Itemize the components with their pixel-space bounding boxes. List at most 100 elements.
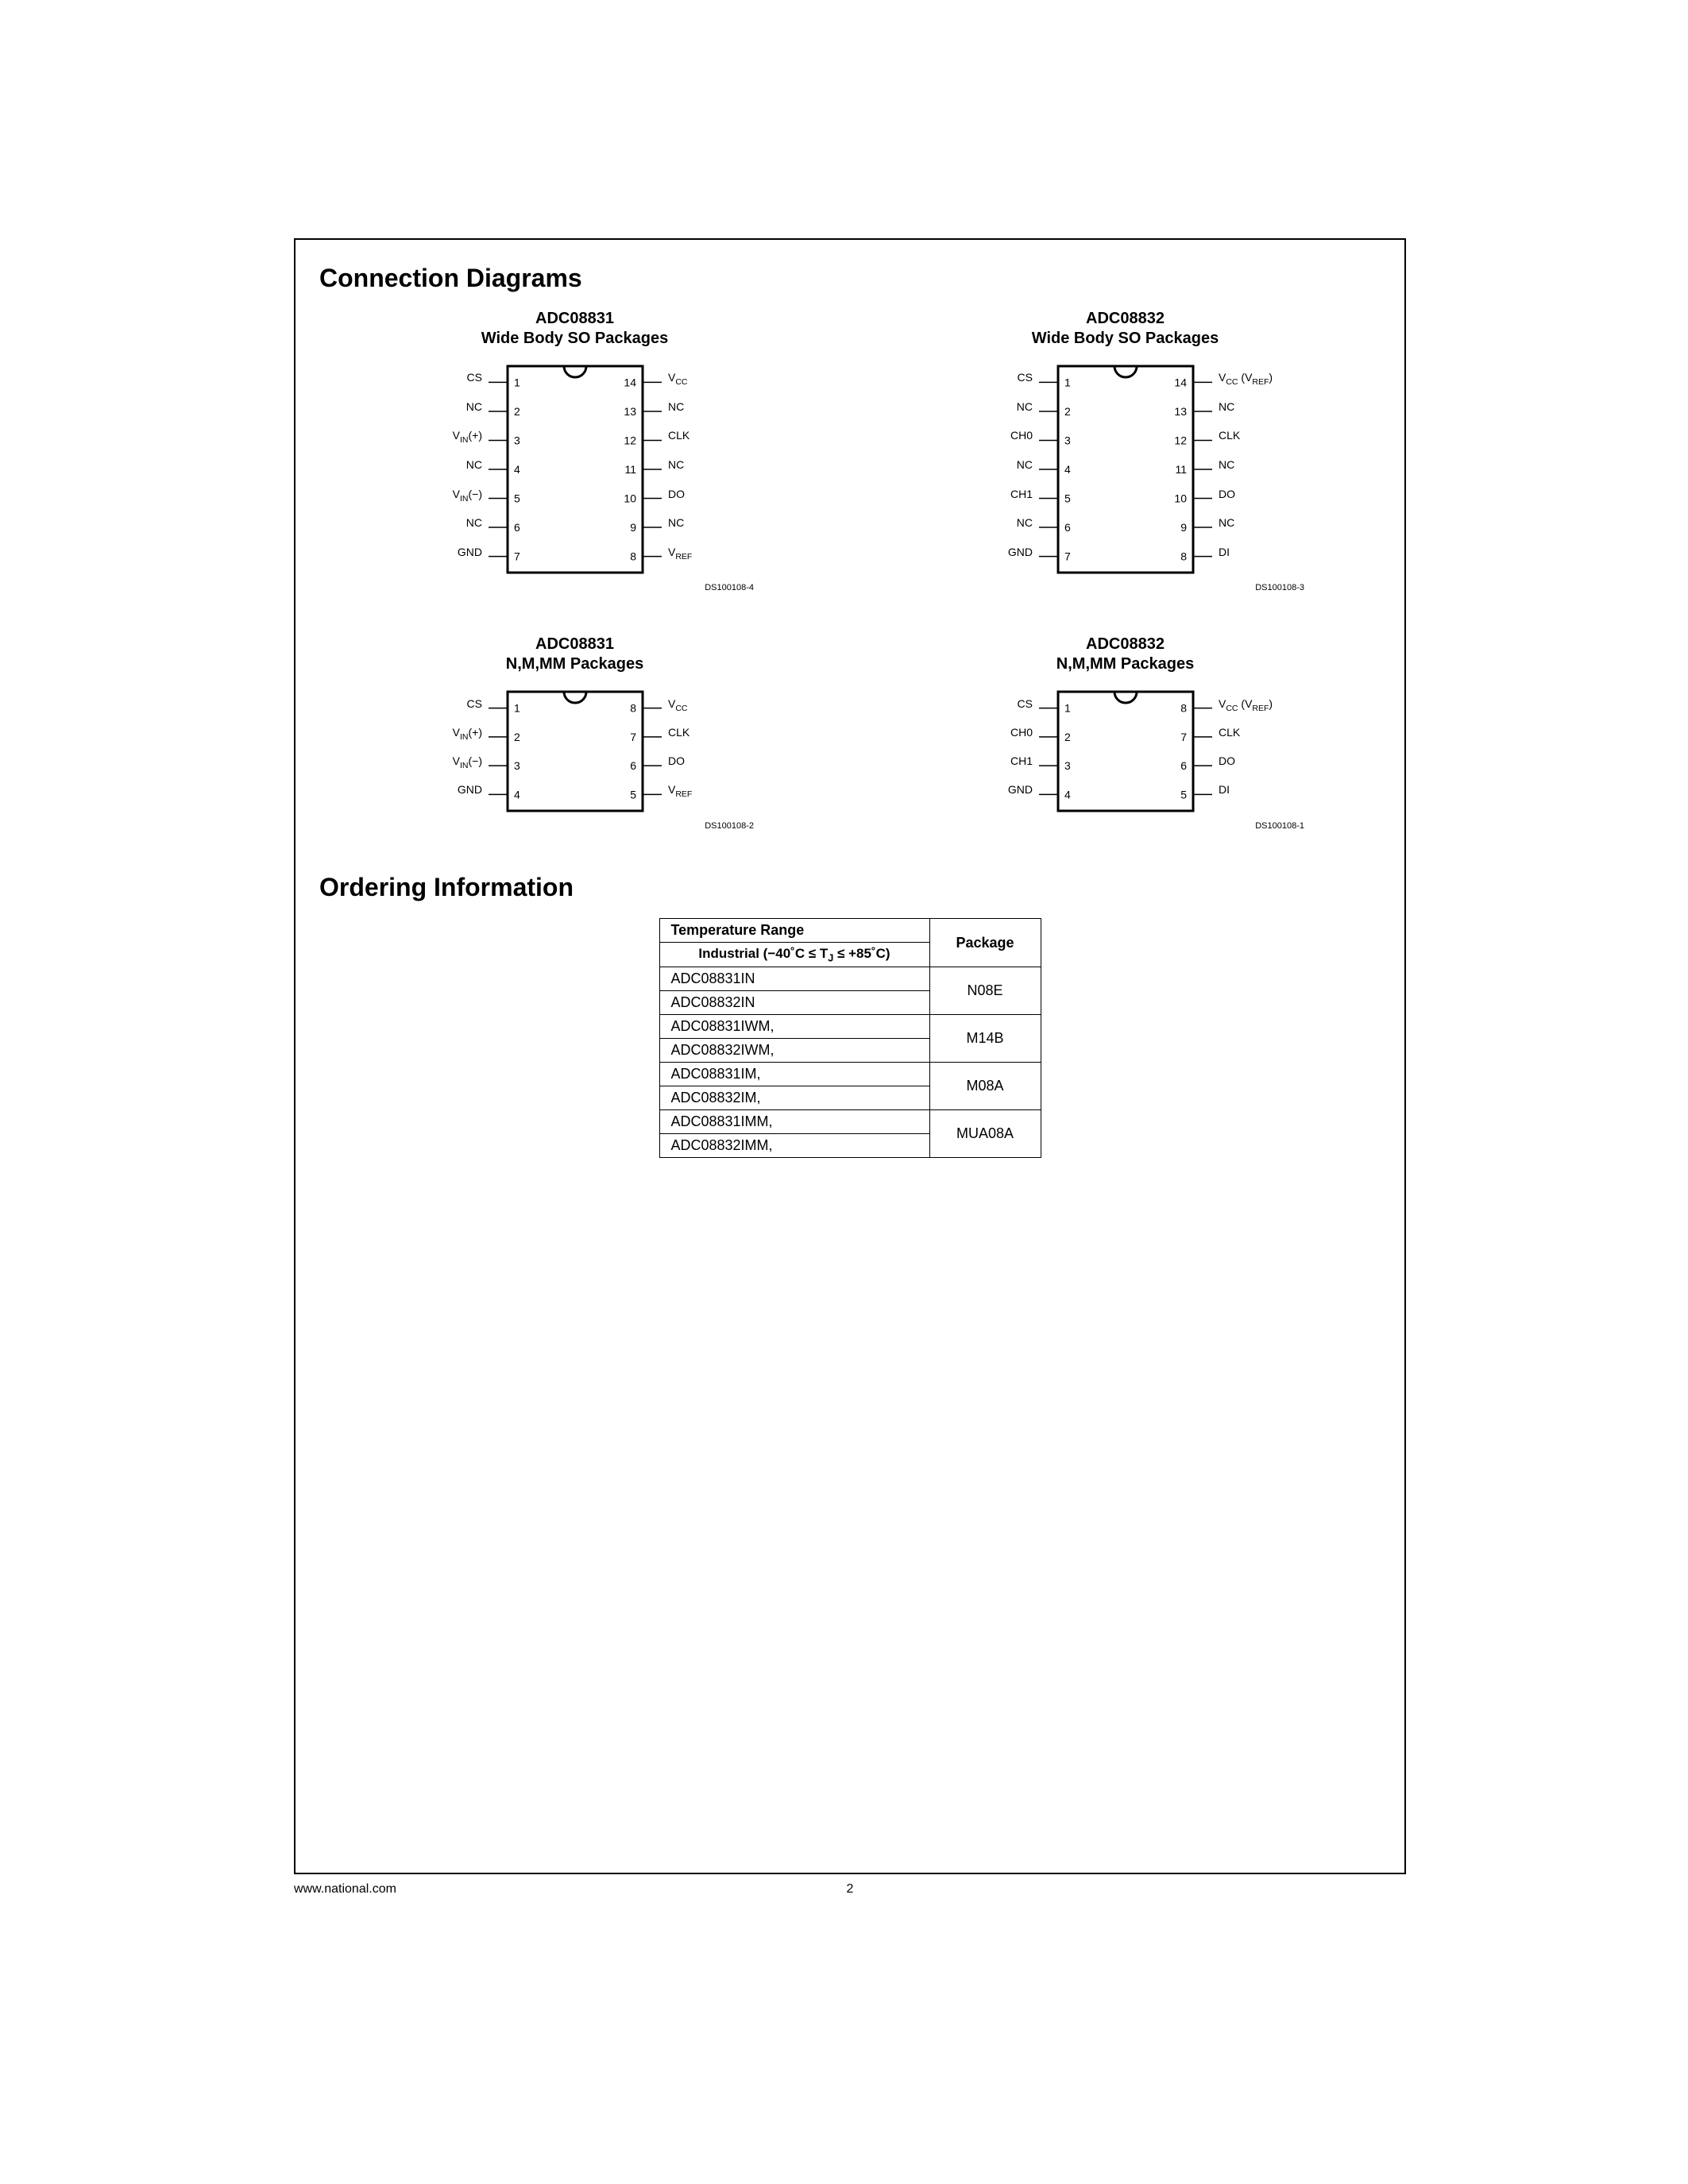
pin-label: NC bbox=[393, 400, 482, 413]
heading-connection: Connection Diagrams bbox=[319, 264, 1381, 293]
pin-label: VCC (VREF) bbox=[1219, 697, 1308, 713]
ordering-table: Temperature RangePackageIndustrial (−40˚… bbox=[659, 918, 1041, 1158]
svg-text:4: 4 bbox=[1064, 463, 1071, 476]
ord-package: MUA08A bbox=[929, 1110, 1041, 1158]
pin-label: CLK bbox=[668, 429, 757, 442]
ord-subheader: Industrial (−40˚C ≤ TJ ≤ +85˚C) bbox=[659, 943, 929, 967]
pin-label: VCC bbox=[668, 697, 757, 713]
pin-label: VIN(−) bbox=[393, 754, 482, 770]
pin-label: CS bbox=[393, 371, 482, 384]
svg-text:4: 4 bbox=[514, 788, 520, 801]
svg-text:2: 2 bbox=[1064, 405, 1071, 418]
svg-text:12: 12 bbox=[624, 434, 636, 446]
svg-text:5: 5 bbox=[1064, 492, 1071, 505]
svg-text:7: 7 bbox=[1064, 550, 1071, 563]
pin-label: DO bbox=[1219, 754, 1308, 767]
svg-text:7: 7 bbox=[1180, 731, 1187, 743]
svg-text:DS100108-2: DS100108-2 bbox=[705, 821, 754, 831]
svg-text:8: 8 bbox=[1180, 702, 1187, 715]
svg-text:3: 3 bbox=[1064, 759, 1071, 772]
pin-label: NC bbox=[668, 516, 757, 529]
svg-text:6: 6 bbox=[630, 759, 636, 772]
pin-label: NC bbox=[668, 458, 757, 471]
svg-text:6: 6 bbox=[1180, 759, 1187, 772]
svg-text:2: 2 bbox=[1064, 731, 1071, 743]
pin-label: CH0 bbox=[944, 429, 1033, 442]
pin-label: VIN(−) bbox=[393, 488, 482, 504]
svg-text:14: 14 bbox=[624, 376, 636, 388]
svg-text:13: 13 bbox=[624, 405, 636, 418]
pin-label: NC bbox=[393, 458, 482, 471]
svg-text:8: 8 bbox=[630, 550, 636, 563]
svg-text:4: 4 bbox=[1064, 788, 1071, 801]
pin-label: CLK bbox=[1219, 726, 1308, 739]
page-frame: Connection Diagrams ADC08831Wide Body SO… bbox=[294, 238, 1406, 1874]
svg-text:14: 14 bbox=[1174, 376, 1187, 388]
ord-part: ADC08831IWM, bbox=[659, 1015, 929, 1039]
svg-text:3: 3 bbox=[1064, 434, 1071, 446]
svg-text:9: 9 bbox=[630, 521, 636, 534]
svg-text:11: 11 bbox=[624, 463, 636, 476]
page-footer: www.national.com 2 bbox=[294, 1882, 1406, 1897]
pin-label: DO bbox=[668, 488, 757, 500]
pin-label: VIN(+) bbox=[393, 726, 482, 742]
pin-label: DI bbox=[1219, 546, 1308, 558]
svg-text:12: 12 bbox=[1174, 434, 1187, 446]
pin-label: VREF bbox=[668, 546, 757, 561]
ord-header-pkg: Package bbox=[929, 919, 1041, 967]
pin-label: NC bbox=[944, 516, 1033, 529]
svg-text:6: 6 bbox=[514, 521, 520, 534]
heading-ordering: Ordering Information bbox=[319, 873, 1381, 902]
pin-label: GND bbox=[944, 546, 1033, 558]
svg-text:8: 8 bbox=[1180, 550, 1187, 563]
chip-svg-wrap: 1CS2NC3VIN(+)4NC5VIN(−)6NC7GND14VCC13NC1… bbox=[343, 357, 806, 595]
footer-page-number: 2 bbox=[847, 1882, 854, 1897]
chip-diagram: ADC08831N,M,MM Packages1CS2VIN(+)3VIN(−)… bbox=[343, 635, 806, 833]
chip-svg: 1CS2NC3VIN(+)4NC5VIN(−)6NC7GND14VCC13NC1… bbox=[393, 357, 757, 595]
svg-text:DS100108-3: DS100108-3 bbox=[1255, 583, 1304, 592]
svg-text:2: 2 bbox=[514, 731, 520, 743]
ord-package: M08A bbox=[929, 1063, 1041, 1110]
chip-title: ADC08831Wide Body SO Packages bbox=[481, 309, 668, 349]
svg-text:8: 8 bbox=[630, 702, 636, 715]
ord-header-temp: Temperature Range bbox=[659, 919, 929, 943]
chip-diagram: ADC08832Wide Body SO Packages1CS2NC3CH04… bbox=[894, 309, 1357, 595]
diagrams-grid: ADC08831Wide Body SO Packages 1 CS 2 NC 3 VIN(… bbox=[319, 309, 1381, 833]
svg-text:13: 13 bbox=[1174, 405, 1187, 418]
svg-text:10: 10 bbox=[1174, 492, 1187, 505]
ord-part: ADC08832IMM, bbox=[659, 1134, 929, 1158]
chip-svg: 1CS2VIN(+)3VIN(−)4GND8VCC7CLK6DO5VREFDS1… bbox=[393, 682, 757, 833]
pin-label: GND bbox=[944, 783, 1033, 796]
svg-text:1: 1 bbox=[1064, 376, 1071, 388]
pin-label: CS bbox=[944, 371, 1033, 384]
pin-label: NC bbox=[1219, 400, 1308, 413]
pin-label: DO bbox=[1219, 488, 1308, 500]
svg-text:7: 7 bbox=[514, 550, 520, 563]
svg-text:DS100108-1: DS100108-1 bbox=[1255, 821, 1304, 831]
svg-text:6: 6 bbox=[1064, 521, 1071, 534]
svg-text:3: 3 bbox=[514, 759, 520, 772]
footer-url: www.national.com bbox=[294, 1882, 396, 1897]
ord-part: ADC08831IN bbox=[659, 967, 929, 991]
pin-label: NC bbox=[944, 400, 1033, 413]
pin-label: CS bbox=[393, 697, 482, 710]
ord-part: ADC08831IM, bbox=[659, 1063, 929, 1086]
svg-text:7: 7 bbox=[630, 731, 636, 743]
chip-diagram: ADC08832N,M,MM Packages1CS2CH03CH14GND8V… bbox=[894, 635, 1357, 833]
pin-label: VCC (VREF) bbox=[1219, 371, 1308, 387]
ord-package: N08E bbox=[929, 967, 1041, 1015]
svg-text:DS100108-4: DS100108-4 bbox=[705, 583, 754, 592]
pin-label: NC bbox=[393, 516, 482, 529]
svg-text:5: 5 bbox=[514, 492, 520, 505]
pin-label: NC bbox=[668, 400, 757, 413]
pin-label: GND bbox=[393, 546, 482, 558]
pin-label: NC bbox=[944, 458, 1033, 471]
svg-text:9: 9 bbox=[1180, 521, 1187, 534]
chip-title: ADC08831N,M,MM Packages bbox=[506, 635, 643, 674]
svg-text:3: 3 bbox=[514, 434, 520, 446]
svg-text:5: 5 bbox=[630, 788, 636, 801]
pin-label: VIN(+) bbox=[393, 429, 482, 445]
ord-part: ADC08832IM, bbox=[659, 1086, 929, 1110]
chip-svg: 1CS2CH03CH14GND8VCC (VREF)7CLK6DO5DIDS10… bbox=[944, 682, 1308, 833]
svg-text:10: 10 bbox=[624, 492, 636, 505]
